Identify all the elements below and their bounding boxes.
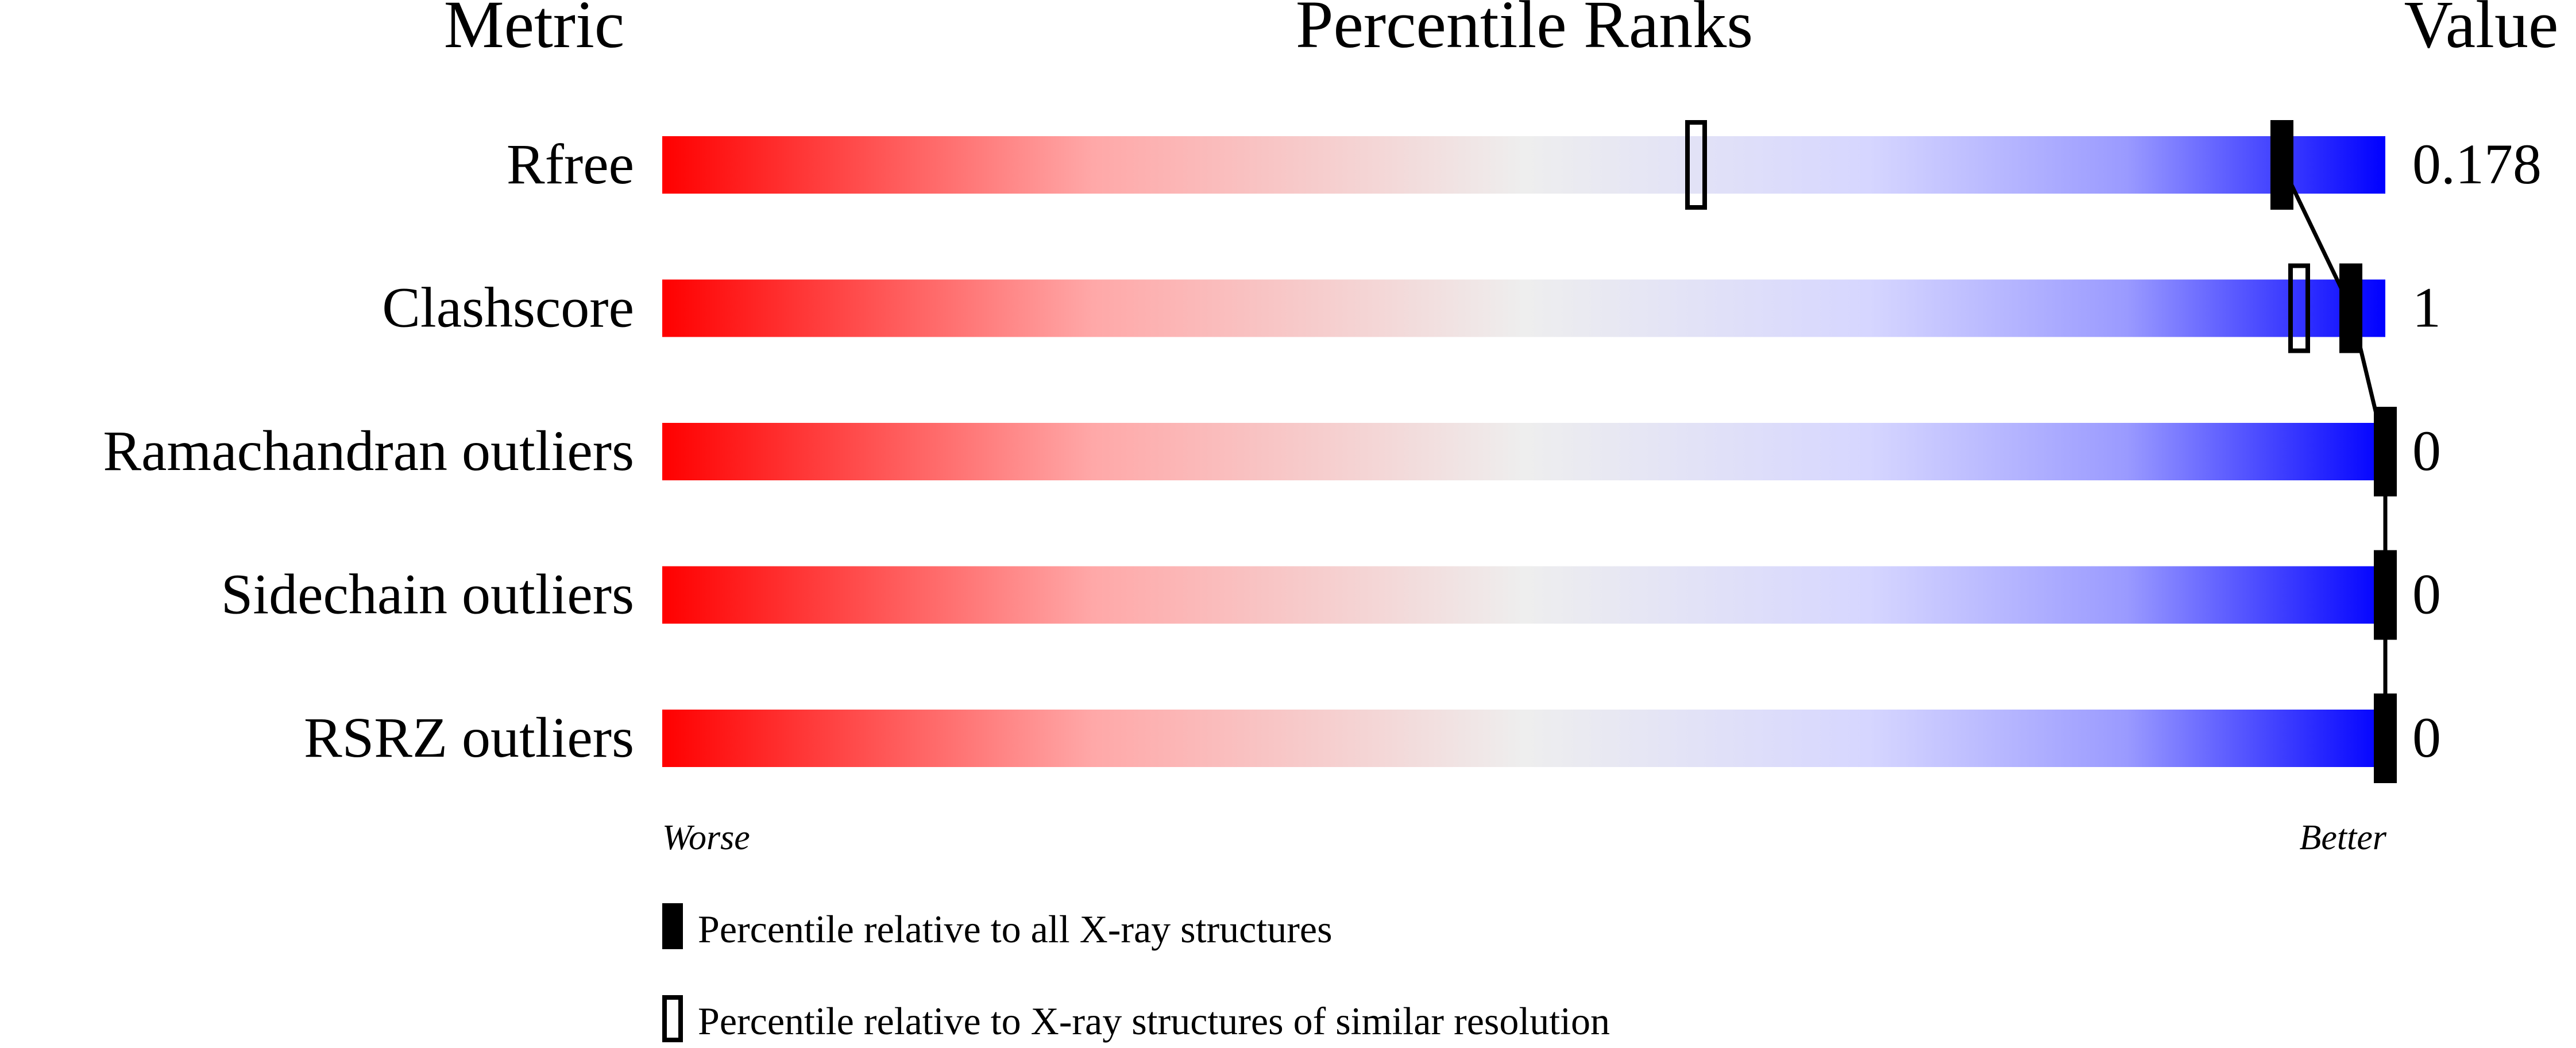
percentile-bar: [662, 566, 2385, 624]
all-structures-marker: [2374, 550, 2397, 640]
header-value: Value: [2404, 0, 2559, 62]
metric-label: Clashscore: [382, 276, 634, 340]
metric-value: 1: [2412, 276, 2441, 340]
header-metric: Metric: [444, 0, 625, 62]
legend-similar: Percentile relative to X-ray structures …: [698, 999, 1610, 1043]
header-percentile-ranks: Percentile Ranks: [1296, 0, 1753, 62]
metric-label: Rfree: [507, 132, 634, 196]
all-structures-marker: [2339, 263, 2362, 353]
metric-label: RSRZ outliers: [304, 706, 634, 769]
percentile-bar: [662, 710, 2385, 767]
legend-all: Percentile relative to all X-ray structu…: [698, 907, 1333, 951]
metric-value: 0: [2412, 419, 2441, 483]
percentile-bar: [662, 423, 2385, 480]
all-structures-marker: [2374, 407, 2397, 496]
worse-label: Worse: [662, 818, 750, 857]
better-label: Better: [2300, 818, 2387, 857]
metric-value: 0.178: [2412, 132, 2542, 196]
metric-value: 0: [2412, 562, 2441, 626]
metric-label: Sidechain outliers: [221, 562, 634, 626]
all-structures-marker: [2270, 120, 2293, 210]
similar-resolution-marker: [2288, 263, 2310, 353]
metric-label: Ramachandran outliers: [103, 419, 634, 483]
similar-resolution-marker: [1685, 120, 1707, 210]
legend-filled-marker-icon: [662, 903, 683, 949]
metric-value: 0: [2412, 706, 2441, 769]
all-structures-marker: [2374, 693, 2397, 783]
legend-open-marker-icon: [662, 995, 683, 1042]
percentile-bar: [662, 136, 2385, 194]
percentile-bar: [662, 279, 2385, 337]
